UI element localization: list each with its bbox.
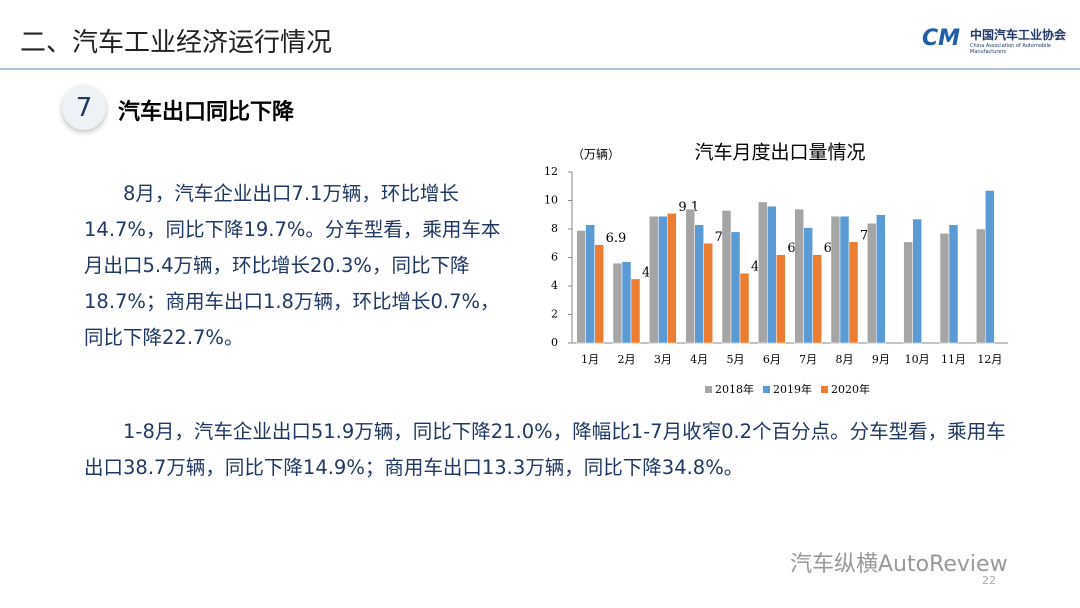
page-number: 22 xyxy=(982,574,996,587)
legend-label: 2019年 xyxy=(773,382,812,396)
bar xyxy=(649,215,659,344)
bar xyxy=(721,210,732,344)
bar xyxy=(794,208,804,344)
bar xyxy=(812,254,822,344)
section-title: 汽车出口同比下降 xyxy=(118,100,295,125)
bar xyxy=(630,278,641,344)
x-tick-label: 12月 xyxy=(977,353,1002,366)
x-tick-label: 10月 xyxy=(905,353,930,366)
bar xyxy=(830,215,841,344)
logo-mark: CM xyxy=(922,26,961,51)
chart-title: 汽车月度出口量情况 xyxy=(694,142,865,164)
bar xyxy=(730,231,741,344)
bar xyxy=(612,262,623,344)
y-tick-label: 0 xyxy=(551,336,558,349)
y-tick-label: 4 xyxy=(551,279,558,292)
bar xyxy=(585,224,595,344)
bar xyxy=(867,223,877,344)
x-tick-label: 11月 xyxy=(941,353,966,366)
legend-label: 2018年 xyxy=(715,382,754,396)
x-tick-label: 3月 xyxy=(654,353,672,366)
header-title: 二、汽车工业经济运行情况 xyxy=(20,28,333,58)
bar xyxy=(576,230,586,344)
y-tick-label: 6 xyxy=(551,251,558,264)
bar xyxy=(876,214,886,344)
bar xyxy=(703,243,713,344)
paragraph: 8月，汽车企业出口7.1万辆，环比增长14.7%，同比下降19.7%。分车型看，… xyxy=(84,182,501,349)
bar xyxy=(948,224,959,344)
bar xyxy=(939,233,950,344)
data-label: 6.9 xyxy=(606,231,627,246)
section-badge: 7 xyxy=(62,86,106,130)
bar xyxy=(903,241,913,344)
bar xyxy=(912,218,922,344)
data-label: 7 xyxy=(715,230,723,245)
y-tick-label: 10 xyxy=(544,194,558,207)
y-tick-label: 2 xyxy=(551,308,558,321)
bar xyxy=(803,227,813,344)
paragraph: 1-8月，汽车企业出口51.9万辆，同比下降21.0%，降幅比1-7月收窄0.2… xyxy=(84,420,1006,479)
chart: 汽车月度出口量情况 （万辆） 0246810121月6.92月4.53月9.14… xyxy=(544,142,1008,396)
x-tick-label: 4月 xyxy=(690,353,708,366)
bar xyxy=(767,205,777,344)
y-tick-label: 12 xyxy=(544,165,558,178)
bar xyxy=(694,224,704,344)
bar xyxy=(839,215,850,344)
bar xyxy=(985,190,995,344)
bar xyxy=(621,261,632,344)
y-tick-label: 8 xyxy=(551,222,558,235)
bar xyxy=(758,201,768,344)
legend-label: 2020年 xyxy=(831,382,870,396)
logo-english: China Association of Automobile Manufact… xyxy=(970,43,1051,55)
logo-name: 中国汽车工业协会 xyxy=(970,28,1067,42)
bar xyxy=(667,213,677,344)
x-tick-label: 5月 xyxy=(727,353,745,366)
header-bar xyxy=(0,68,1080,70)
bar xyxy=(685,208,695,344)
x-tick-label: 8月 xyxy=(836,353,854,366)
legend-swatch xyxy=(821,386,828,393)
watermark: 汽车纵横AutoReview xyxy=(790,552,1008,577)
bar xyxy=(594,244,604,344)
x-tick-label: 7月 xyxy=(799,353,817,366)
legend-swatch xyxy=(763,386,770,393)
x-tick-label: 9月 xyxy=(872,353,890,366)
bar xyxy=(658,215,668,344)
y-axis-label: （万辆） xyxy=(572,148,620,162)
x-tick-label: 2月 xyxy=(618,353,636,366)
x-tick-label: 1月 xyxy=(581,353,599,366)
bar xyxy=(739,272,750,344)
bar xyxy=(848,241,859,344)
bar xyxy=(776,254,786,344)
bar xyxy=(976,228,986,344)
x-tick-label: 6月 xyxy=(763,353,781,366)
legend-swatch xyxy=(705,386,712,393)
